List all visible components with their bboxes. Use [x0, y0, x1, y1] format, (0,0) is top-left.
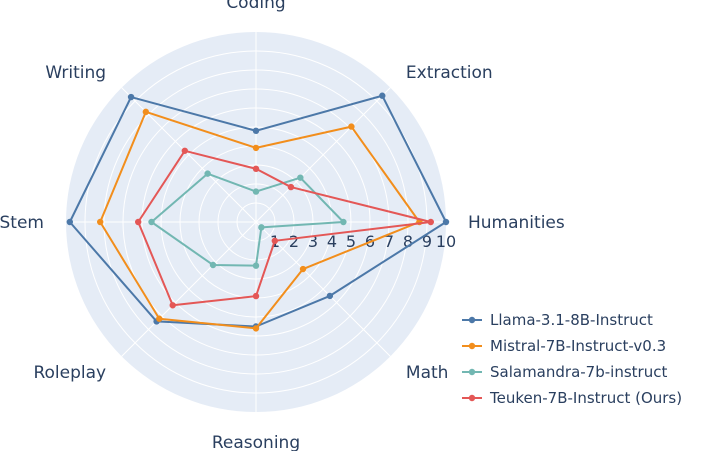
radial-tick-label: 5	[346, 232, 356, 251]
data-point	[287, 183, 295, 191]
data-point	[148, 218, 155, 226]
category-label-roleplay: Roleplay	[33, 363, 106, 383]
category-label-extraction: Extraction	[406, 63, 493, 83]
legend-swatch-marker	[468, 368, 476, 376]
data-point	[135, 218, 142, 226]
series-2	[148, 170, 347, 269]
category-label-reasoning: Reasoning	[212, 433, 300, 451]
data-point	[271, 237, 279, 245]
radial-tick-label: 3	[308, 232, 318, 251]
data-point	[252, 188, 260, 195]
category-label-humanities: Humanities	[468, 213, 565, 233]
category-labels: Humanities Extraction Coding Writing Stem Rol…	[0, 0, 565, 451]
data-point	[66, 218, 74, 226]
radial-tick-label: 2	[289, 232, 299, 251]
data-point	[258, 224, 265, 231]
data-point	[156, 315, 163, 322]
data-point	[442, 218, 450, 226]
category-label-math: Math	[406, 363, 449, 383]
data-point	[252, 292, 260, 300]
data-point	[252, 144, 260, 152]
radar-grid	[66, 32, 446, 412]
legend-label: Llama-3.1-8B-Instruct	[490, 311, 653, 329]
radial-tick-label: 4	[327, 232, 337, 251]
data-point	[204, 170, 211, 177]
data-point	[252, 127, 260, 134]
radial-tick-label: 10	[436, 232, 456, 251]
legend-swatch-marker	[468, 394, 476, 402]
data-point	[181, 147, 188, 154]
grid-spoke	[121, 221, 257, 357]
data-point	[252, 165, 260, 172]
data-point	[340, 218, 347, 226]
series-3	[135, 147, 434, 309]
category-label-writing: Writing	[45, 63, 106, 83]
legend-swatch-marker	[468, 316, 476, 324]
data-point	[169, 302, 176, 309]
category-label-stem: Stem	[0, 213, 44, 233]
legend-item: Teuken-7B-Instruct (Ours)	[462, 389, 682, 407]
data-point	[427, 218, 434, 226]
data-point	[209, 261, 217, 269]
legend-label: Teuken-7B-Instruct (Ours)	[489, 389, 682, 407]
legend-swatch-marker	[468, 342, 476, 350]
data-point	[142, 108, 150, 116]
legend-item: Salamandra-7b-instruct	[462, 363, 667, 381]
legend-label: Mistral-7B-Instruct-v0.3	[490, 337, 666, 355]
radar-series	[66, 92, 450, 332]
series-0	[66, 92, 450, 330]
data-point	[97, 218, 104, 226]
data-point	[252, 262, 260, 269]
data-point	[127, 93, 135, 101]
legend: Llama-3.1-8B-Instruct Mistral-7B-Instruct…	[462, 311, 682, 407]
grid-spoke	[255, 87, 391, 223]
data-point	[252, 325, 260, 332]
legend-item: Llama-3.1-8B-Instruct	[462, 311, 653, 329]
legend-label: Salamandra-7b-instruct	[490, 363, 667, 381]
data-point	[297, 174, 304, 181]
radial-tick-label: 9	[422, 232, 432, 251]
data-point	[326, 292, 334, 300]
radial-tick-label: 7	[384, 232, 394, 251]
data-point	[379, 92, 386, 99]
grid-spoke	[255, 221, 391, 357]
category-label-coding: Coding	[226, 0, 285, 13]
data-point	[348, 123, 355, 130]
legend-item: Mistral-7B-Instruct-v0.3	[462, 337, 666, 355]
radial-tick-label: 8	[403, 232, 413, 251]
data-point	[299, 265, 307, 273]
